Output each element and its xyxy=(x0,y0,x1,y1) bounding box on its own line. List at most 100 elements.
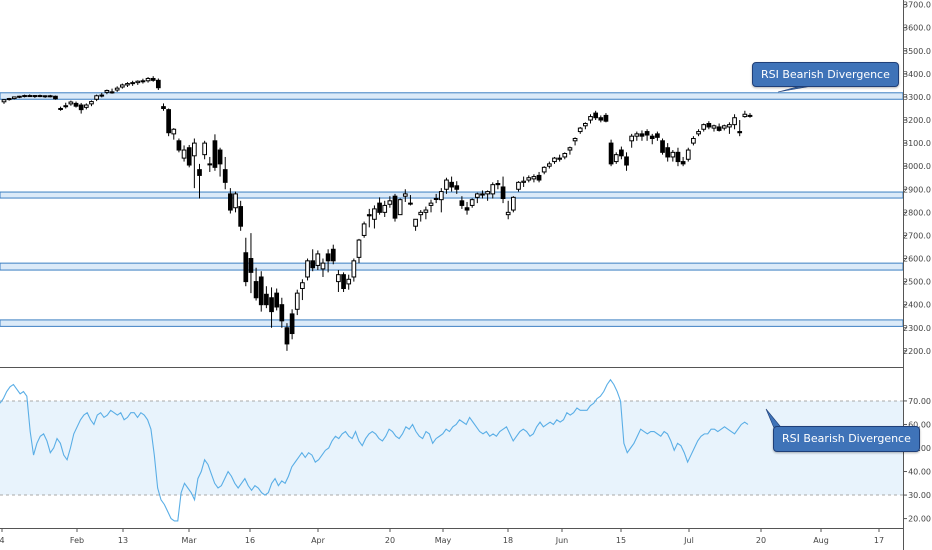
candle-body-down xyxy=(449,181,454,188)
candle-body-down xyxy=(608,142,614,165)
candle-body-down xyxy=(459,200,465,206)
candle-body-down xyxy=(366,214,372,217)
price-zone[interactable] xyxy=(0,191,904,199)
price-zone[interactable] xyxy=(0,262,904,271)
candle-body-down xyxy=(155,79,161,89)
candle-body-down xyxy=(680,161,686,165)
price-tick-label: 3200.0 xyxy=(903,116,931,125)
candle-body-up xyxy=(320,262,326,270)
rsi-tick-label: 20.00 xyxy=(908,515,931,524)
candle-body-up xyxy=(485,191,490,195)
candle-body-down xyxy=(248,258,254,273)
candle-body-up xyxy=(315,253,321,266)
candle-body-up xyxy=(11,96,17,100)
candle-body-down xyxy=(536,174,542,181)
candle-body-up xyxy=(94,95,99,100)
candle-body-up xyxy=(418,211,424,216)
candle-body-up xyxy=(83,104,89,108)
price-tick-label: 3100.0 xyxy=(903,139,931,148)
candle-body-up xyxy=(685,149,691,160)
candle-body-up xyxy=(583,122,588,127)
price-zone[interactable] xyxy=(0,319,904,327)
price-axis[interactable]: 3700.0 3600.0 3500.0 3400.0 3300.0 3200.0 3100… xyxy=(903,1,931,356)
candle-body-down xyxy=(341,274,346,290)
candle-body-down xyxy=(73,102,79,107)
candle-body-up xyxy=(192,142,197,157)
candle-body-up xyxy=(397,199,403,216)
candle-body-down xyxy=(166,109,171,134)
candle-body-up xyxy=(22,95,27,98)
candle-body-up xyxy=(382,204,388,213)
candle-body-up xyxy=(202,142,208,156)
candle-body-down xyxy=(228,193,233,211)
price-tick-label: 2200.0 xyxy=(903,347,931,356)
price-divergence-callout[interactable]: RSI Bearish Divergence xyxy=(752,62,899,87)
price-tick-label: 2700.0 xyxy=(903,231,931,240)
candle-body-down xyxy=(274,292,280,308)
candle-body-up xyxy=(696,131,701,135)
time-tick-label: 20 xyxy=(385,536,395,545)
time-axis[interactable]: 4 Feb 13 Mar 16 Apr 20 May 18 Jun 15 Jul 20 Aug 17 xyxy=(0,528,884,545)
candle-body-up xyxy=(562,152,568,158)
candle-body-down xyxy=(665,147,671,158)
candle-body-down xyxy=(675,151,681,163)
price-tick-label: 2600.0 xyxy=(903,255,931,264)
candle-body-up xyxy=(711,125,717,129)
candle-body-down xyxy=(109,91,115,94)
rsi-tick-label: 30.00 xyxy=(908,491,931,500)
candle-body-up xyxy=(567,147,573,151)
candle-body-up xyxy=(526,177,532,181)
rsi-tick-label: 60.00 xyxy=(908,420,931,429)
candle-body-down xyxy=(330,248,336,262)
candle-body-down xyxy=(238,206,244,227)
price-tick-label: 2800.0 xyxy=(903,208,931,217)
candle-body-down xyxy=(480,193,485,196)
candle-body-up xyxy=(135,80,141,84)
candle-body-up xyxy=(233,193,238,209)
candle-body-up xyxy=(6,98,12,101)
candle-body-down xyxy=(150,77,156,81)
candle-body-up xyxy=(541,166,547,173)
candle-body-down xyxy=(706,122,712,128)
candle-body-down xyxy=(47,95,53,98)
candle-body-down xyxy=(176,140,182,151)
candle-body-down xyxy=(649,135,655,139)
price-tick-label: 2400.0 xyxy=(903,301,931,310)
rsi-divergence-callout[interactable]: RSI Bearish Divergence xyxy=(773,426,920,452)
candle-body-down xyxy=(660,140,665,153)
candle-body-up xyxy=(546,163,552,167)
candle-body-up xyxy=(171,128,177,135)
rsi-line[interactable] xyxy=(0,378,749,522)
candle-body-down xyxy=(500,186,506,200)
rsi-line-group xyxy=(0,378,749,522)
candle-body-up xyxy=(742,113,748,118)
candle-body-down xyxy=(644,131,650,136)
candle-body-up xyxy=(104,89,110,93)
candle-body-down xyxy=(557,157,562,160)
rsi-band-fill xyxy=(0,400,903,496)
price-candles xyxy=(1,76,753,351)
candle-body-down xyxy=(325,253,331,262)
time-tick-label: 20 xyxy=(756,536,766,545)
candle-body-down xyxy=(217,149,223,165)
rsi-overbought-oversold-band xyxy=(0,400,903,496)
candle-body-down xyxy=(212,140,218,168)
candle-body-up xyxy=(629,135,635,142)
candle-body-up xyxy=(444,179,449,190)
candle-body-up xyxy=(727,124,732,128)
candle-body-up xyxy=(474,193,480,198)
candle-body-up xyxy=(1,99,7,103)
price-zone[interactable] xyxy=(0,92,904,100)
candle-body-up xyxy=(68,101,74,105)
candle-body-up xyxy=(305,260,310,278)
candle-body-down xyxy=(284,327,290,345)
candle-body-down xyxy=(197,169,202,176)
candle-body-up xyxy=(89,101,94,105)
candle-body-up xyxy=(402,193,408,197)
candle-body-down xyxy=(593,112,599,119)
time-tick-label: May xyxy=(435,536,452,545)
price-tick-label: 3700.0 xyxy=(903,1,931,10)
candle-body-down xyxy=(289,313,295,335)
candle-body-down xyxy=(27,95,33,98)
price-tick-label: 2300.0 xyxy=(903,324,931,333)
